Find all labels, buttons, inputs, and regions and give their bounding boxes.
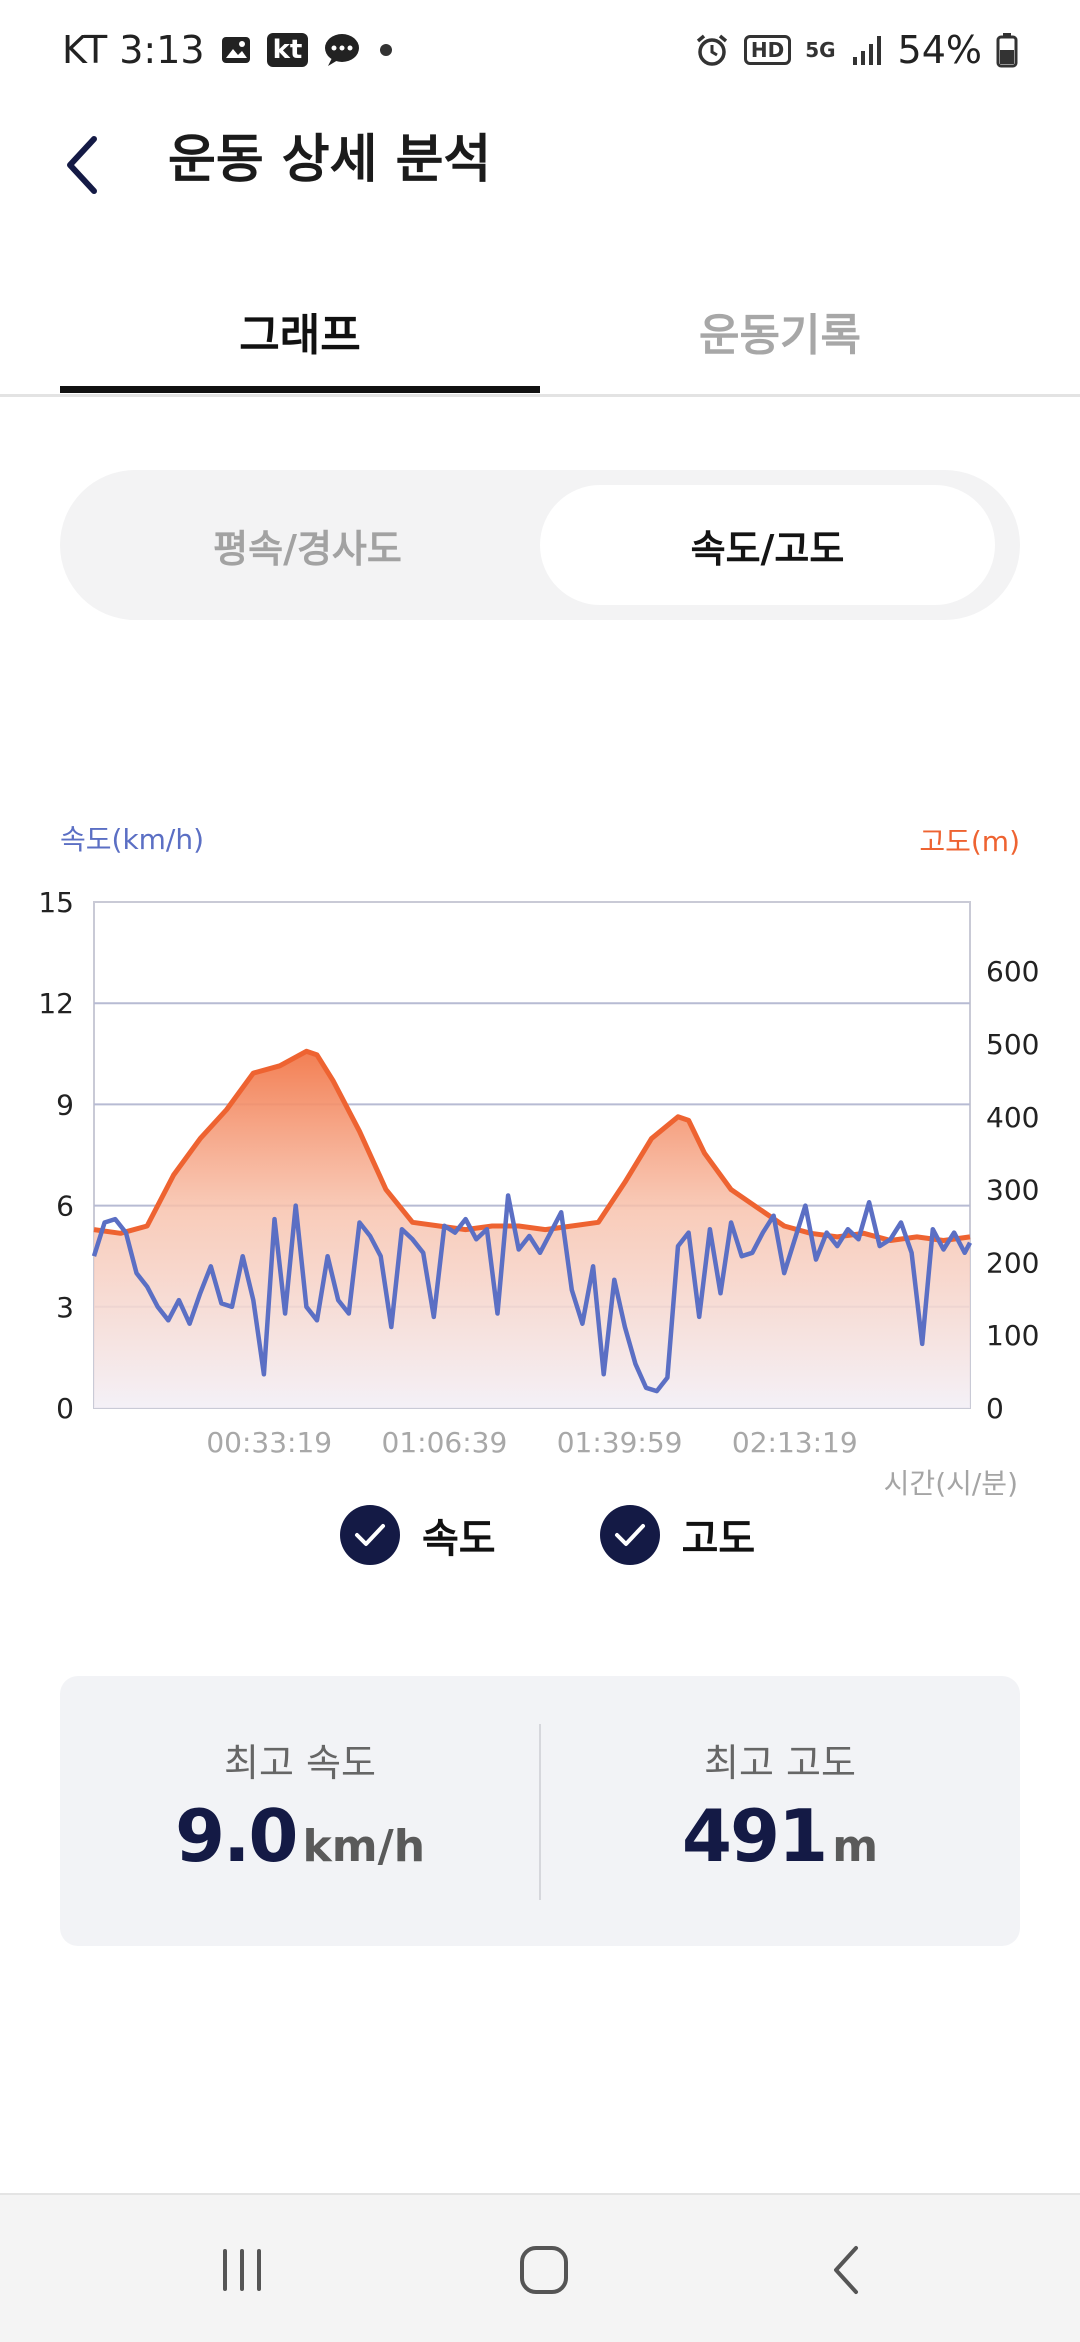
tab-graph[interactable]: 그래프: [239, 309, 361, 361]
right-axis-title: 고도(m): [919, 825, 1020, 858]
fiveg-icon: 5G: [805, 38, 836, 62]
left-tick-label: 0: [56, 1392, 74, 1425]
kt-app-icon: kt: [266, 33, 309, 67]
legend-altitude-toggle[interactable]: 고도: [599, 1505, 756, 1565]
status-right: HD 5G 54%: [694, 28, 1018, 72]
home-button[interactable]: [504, 2235, 584, 2305]
tab-bar: 그래프 운동기록: [0, 270, 1080, 397]
max-altitude-label: 최고 고도: [704, 1741, 856, 1785]
max-altitude-value: 491: [681, 1794, 828, 1878]
legend-altitude-label: 고도: [681, 1516, 756, 1562]
right-tick-label: 500: [986, 1028, 1039, 1061]
altitude-line: [93, 1048, 971, 1243]
system-nav-bar: [0, 2193, 1080, 2342]
left-axis-title: 속도(km/h): [60, 823, 205, 856]
home-icon: [520, 2246, 568, 2294]
fiveg-label: 5G: [805, 38, 836, 62]
carrier-time: KT 3:13: [62, 28, 205, 72]
signal-icon: [850, 33, 884, 67]
max-speed-stat: 최고 속도 9.0 km/h: [60, 1676, 540, 1946]
page-title: 운동 상세 분석: [168, 130, 492, 190]
left-tick-label: 6: [56, 1190, 74, 1223]
active-tab-indicator: [60, 386, 540, 393]
chart-mode-toggle: 평속/경사도 속도/고도: [60, 470, 1020, 620]
recent-apps-button[interactable]: [202, 2235, 282, 2305]
battery-percent: 54%: [897, 28, 982, 72]
right-tick-label: 300: [986, 1174, 1039, 1207]
tab-workout-record[interactable]: 운동기록: [699, 309, 861, 361]
segment-speed-altitude[interactable]: 속도/고도: [540, 485, 995, 605]
segment-avg-speed-slope[interactable]: 평속/경사도: [213, 526, 402, 571]
alarm-icon: [694, 32, 730, 68]
status-bar: KT 3:13 kt HD 5G 54%: [0, 0, 1080, 105]
x-tick-label: 01:06:39: [382, 1426, 508, 1459]
max-speed-label: 최고 속도: [224, 1741, 376, 1785]
right-tick-label: 600: [986, 955, 1039, 988]
max-altitude-value-row: 491 m: [540, 1794, 1020, 1878]
chart-legend: 속도 고도: [340, 1500, 755, 1570]
check-icon: [599, 1505, 660, 1565]
battery-icon: [996, 32, 1018, 68]
x-tick-label: 01:39:59: [557, 1426, 683, 1459]
max-speed-unit: km/h: [302, 1821, 426, 1872]
left-tick-label: 15: [38, 886, 74, 919]
back-nav-button[interactable]: [806, 2235, 886, 2305]
status-left: KT 3:13 kt: [62, 28, 396, 72]
max-altitude-stat: 최고 고도 491 m: [540, 1676, 1020, 1946]
left-tick-label: 9: [56, 1088, 74, 1121]
max-speed-value: 9.0: [174, 1794, 299, 1878]
left-tick-label: 3: [56, 1291, 74, 1324]
left-tick-label: 12: [38, 987, 74, 1020]
right-tick-label: 100: [986, 1319, 1039, 1352]
check-icon: [340, 1505, 400, 1565]
back-button[interactable]: [62, 120, 122, 210]
max-altitude-unit: m: [832, 1821, 879, 1872]
speed-line: [91, 1193, 972, 1394]
right-tick-label: 0: [986, 1392, 1004, 1425]
app-header: 운동 상세 분석: [0, 105, 1080, 255]
x-tick-label: 00:33:19: [206, 1426, 332, 1459]
legend-speed-label: 속도: [422, 1516, 496, 1562]
speed-altitude-chart: 0 3 6 9 12 15 0 100 200 300 400 500 600 00:33:19 01:06…: [38, 886, 1039, 1459]
stats-divider: [539, 1724, 541, 1900]
x-tick-label: 02:13:19: [732, 1426, 858, 1459]
message-icon: [322, 32, 362, 68]
gallery-icon: [219, 33, 253, 67]
hd-voice-icon: HD: [743, 35, 792, 65]
max-speed-value-row: 9.0 km/h: [60, 1794, 540, 1878]
chevron-left-icon: [67, 136, 97, 194]
legend-speed-toggle[interactable]: 속도: [340, 1505, 496, 1565]
x-axis-title: 시간(시/분): [883, 1467, 1018, 1500]
dot-indicator-icon: [376, 40, 396, 60]
right-tick-label: 400: [986, 1101, 1039, 1134]
back-nav-icon: [834, 2246, 858, 2294]
right-tick-label: 200: [986, 1246, 1039, 1279]
recent-apps-icon: [223, 2249, 261, 2291]
stats-card: 최고 속도 9.0 km/h 최고 고도 491 m: [60, 1676, 1020, 1946]
